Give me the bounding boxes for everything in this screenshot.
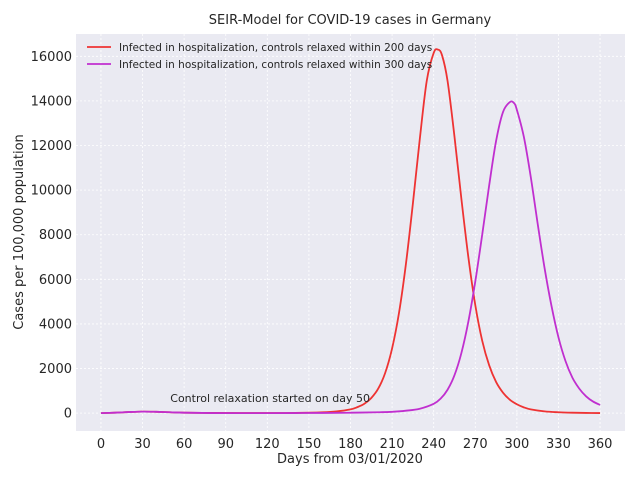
x-tick-label: 60 [176,437,193,452]
y-tick-label: 0 [64,407,72,422]
x-tick-label: 180 [338,437,363,452]
x-tick-label: 120 [255,437,280,452]
x-tick-label: 30 [134,437,151,452]
y-tick-label: 6000 [39,273,72,288]
series-line-2 [100,100,601,415]
x-tick-label: 270 [463,437,488,452]
legend: Infected in hospitalization, controls re… [87,42,432,71]
plot-area [76,34,625,431]
series-layer [100,48,601,415]
y-tick-label: 4000 [39,317,72,332]
x-axis-label: Days from 03/01/2020 [277,452,423,467]
x-tick-label: 330 [546,437,571,452]
y-tick-label: 8000 [39,228,72,243]
annotation-text: Control relaxation started on day 50 [170,392,370,405]
legend-label-2: Infected in hospitalization, controls re… [119,59,432,71]
x-tick-label: 300 [504,437,529,452]
y-tick-label: 12000 [31,139,72,154]
x-tick-labels: 0 30 60 90 120 150 180 210 240 270 300 330 360 [97,437,613,452]
y-tick-label: 10000 [31,184,72,199]
x-tick-label: 360 [588,437,613,452]
x-tick-label: 210 [380,437,405,452]
y-tick-labels: 0 2000 4000 6000 8000 10000 12000 14000 16000 [31,50,72,422]
x-tick-label: 90 [217,437,234,452]
y-axis-label: Cases per 100,000 population [12,134,27,330]
y-tick-label: 2000 [39,362,72,377]
y-tick-label: 16000 [31,50,72,65]
x-tick-label: 240 [421,437,446,452]
legend-label-1: Infected in hospitalization, controls re… [119,42,432,54]
chart-title: SEIR-Model for COVID-19 cases in Germany [209,13,492,28]
x-tick-label: 150 [296,437,321,452]
x-tick-label: 0 [97,437,105,452]
y-tick-label: 14000 [31,94,72,109]
